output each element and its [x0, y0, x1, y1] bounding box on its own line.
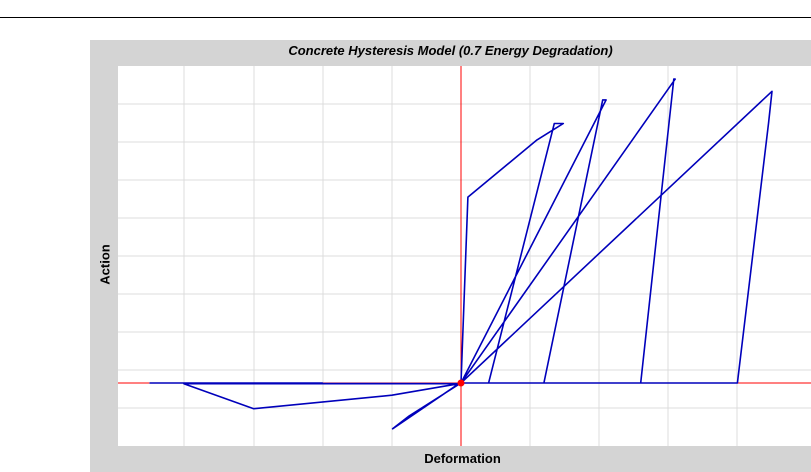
x-axis-label: Deformation — [424, 451, 501, 466]
series-group — [149, 78, 773, 430]
origin-marker-group — [457, 379, 465, 387]
origin-marker — [457, 379, 465, 387]
top-rule — [0, 17, 811, 18]
hysteresis-curve — [149, 78, 773, 430]
chart-title: Concrete Hysteresis Model (0.7 Energy De… — [288, 43, 613, 58]
